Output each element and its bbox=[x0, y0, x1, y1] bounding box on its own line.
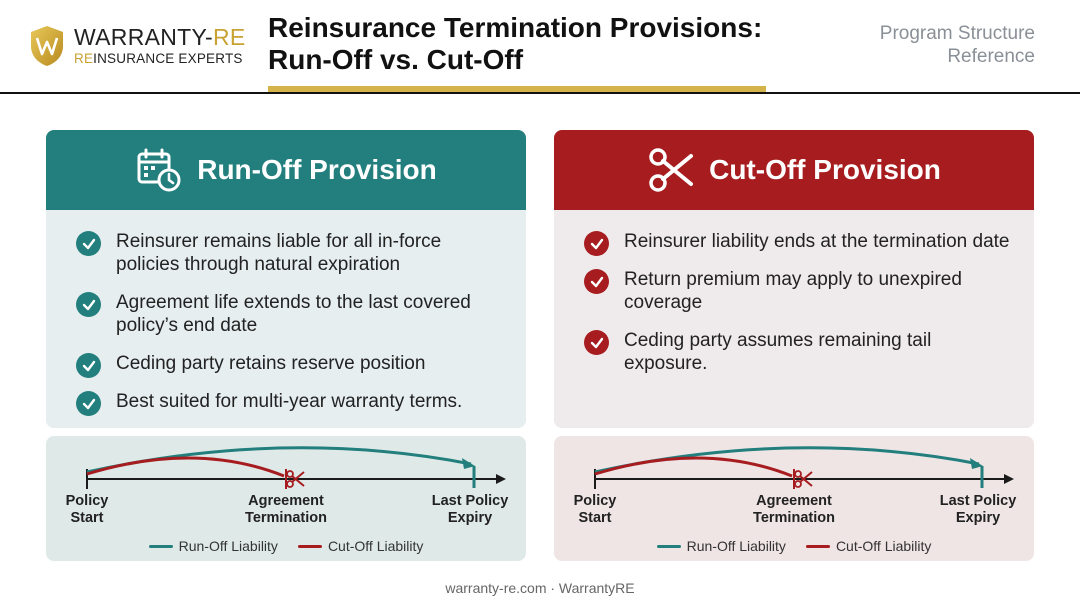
cutoff-title: Cut-Off Provision bbox=[709, 154, 941, 185]
list-item-text: Agreement life extends to the last cover… bbox=[116, 292, 471, 336]
scissors-icon bbox=[286, 470, 305, 488]
policy-start-label: Policy Start bbox=[65, 493, 109, 526]
runoff-header: Run-Off Provision bbox=[46, 130, 526, 210]
header: WARRANTY-RE REINSURANCE EXPERTS Reinsura… bbox=[0, 0, 1080, 94]
scissors-icon bbox=[794, 470, 813, 488]
reference-line-1: Program Structure bbox=[879, 23, 1035, 44]
calendar-clock-icon bbox=[137, 148, 181, 192]
timeline-diagram bbox=[594, 446, 1014, 489]
brand-name: WARRANTY-RE bbox=[74, 24, 246, 50]
runoff-list: Reinsurer remains liable for all in-forc… bbox=[46, 210, 526, 416]
cutoff-list: Reinsurer liability ends at the terminat… bbox=[554, 210, 1034, 375]
list-item: Reinsurer remains liable for all in-forc… bbox=[76, 230, 526, 276]
runoff-arrowhead bbox=[462, 458, 475, 469]
list-item: Reinsurer liability ends at the terminat… bbox=[584, 230, 1034, 256]
timeline-arrowhead bbox=[496, 474, 506, 484]
check-icon bbox=[76, 231, 101, 256]
check-icon bbox=[584, 330, 609, 355]
reference-label: Program Structure Reference bbox=[815, 22, 1035, 68]
check-icon bbox=[76, 391, 101, 416]
shield-logo-icon bbox=[31, 26, 63, 66]
runoff-timeline: Policy Start Agreement Termination Last Po… bbox=[46, 436, 526, 561]
timeline-diagram bbox=[86, 446, 506, 489]
list-item: Return premium may apply to unexpired co… bbox=[584, 268, 1034, 314]
check-icon bbox=[584, 231, 609, 256]
runoff-body: Reinsurer remains liable for all in-forc… bbox=[46, 210, 526, 428]
legend-runoff: Run-Off Liability bbox=[656, 538, 786, 554]
timeline-legend: Run-Off Liability Cut-Off Liability bbox=[46, 538, 526, 554]
list-item-text: Ceding party retains reserve position bbox=[116, 353, 426, 374]
cutoff-liability-arc bbox=[86, 456, 285, 478]
title-line-1: Reinsurance Termination Provisions: bbox=[268, 12, 763, 43]
timeline-arrowhead bbox=[1004, 474, 1014, 484]
last-policy-expiry-label: Last Policy Expiry bbox=[939, 493, 1017, 526]
list-item-text: Return premium may apply to unexpired co… bbox=[624, 269, 962, 313]
last-policy-expiry-label: Last Policy Expiry bbox=[431, 493, 509, 526]
list-item: Ceding party retains reserve position bbox=[76, 352, 526, 378]
list-item-text: Ceding party assumes remaining tail expo… bbox=[624, 330, 932, 374]
agreement-termination-label: Agreement Termination bbox=[245, 493, 327, 526]
timeline-legend: Run-Off Liability Cut-Off Liability bbox=[554, 538, 1034, 554]
cutoff-header: Cut-Off Provision bbox=[554, 130, 1034, 210]
check-icon bbox=[76, 292, 101, 317]
list-item-text: Best suited for multi-year warranty term… bbox=[116, 391, 463, 412]
scissors-icon bbox=[649, 148, 694, 192]
check-icon bbox=[584, 269, 609, 294]
agreement-termination-label: Agreement Termination bbox=[753, 493, 835, 526]
cutoff-timeline: Policy Start Agreement Termination Last Po… bbox=[554, 436, 1034, 561]
cutoff-body: Reinsurer liability ends at the terminat… bbox=[554, 210, 1034, 428]
brand-subtitle: REINSURANCE EXPERTS bbox=[74, 51, 243, 66]
legend-runoff: Run-Off Liability bbox=[148, 538, 278, 554]
page-title: Reinsurance Termination Provisions: Run-… bbox=[268, 12, 828, 76]
title-accent-bar bbox=[268, 86, 766, 92]
list-item-text: Reinsurer remains liable for all in-forc… bbox=[116, 231, 442, 275]
legend-cutoff: Cut-Off Liability bbox=[805, 538, 931, 554]
reference-line-2: Reference bbox=[947, 46, 1035, 67]
runoff-arrowhead bbox=[970, 458, 983, 469]
runoff-title: Run-Off Provision bbox=[197, 154, 437, 185]
policy-start-label: Policy Start bbox=[573, 493, 617, 526]
brand-logo[interactable]: WARRANTY-RE REINSURANCE EXPERTS bbox=[28, 22, 245, 72]
list-item-text: Reinsurer liability ends at the terminat… bbox=[624, 231, 1010, 252]
footer-credit[interactable]: warranty-re.com · WarrantyRE bbox=[445, 580, 635, 596]
legend-cutoff: Cut-Off Liability bbox=[297, 538, 423, 554]
cutoff-liability-arc bbox=[594, 456, 793, 478]
header-divider bbox=[0, 92, 1080, 94]
list-item: Best suited for multi-year warranty term… bbox=[76, 390, 526, 416]
list-item: Agreement life extends to the last cover… bbox=[76, 291, 526, 337]
title-line-2: Run-Off vs. Cut-Off bbox=[268, 44, 524, 75]
list-item: Ceding party assumes remaining tail expo… bbox=[584, 329, 1034, 375]
check-icon bbox=[76, 353, 101, 378]
